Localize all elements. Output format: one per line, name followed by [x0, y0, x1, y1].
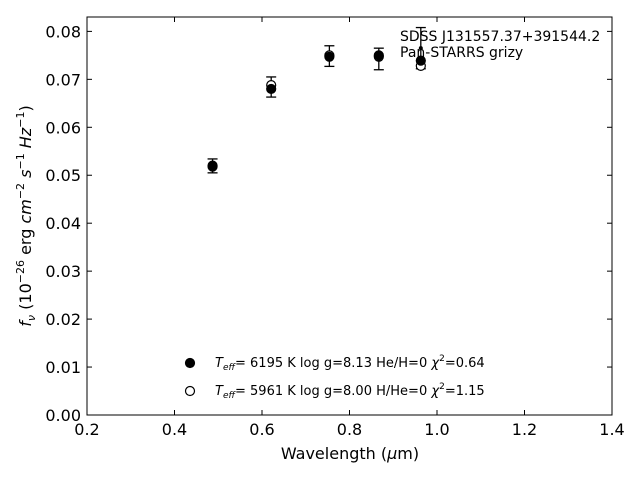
y-tick-label: 0.06 — [45, 118, 81, 137]
observed-point — [376, 57, 381, 62]
legend: Teff= 6195 K log g=8.13 He/H=0 χ2=0.64 T… — [184, 354, 485, 401]
legend-marker-filled — [184, 357, 196, 369]
x-tick-label: 0.6 — [249, 420, 274, 439]
y-tick-label: 0.01 — [45, 358, 81, 377]
x-tick-label: 1.2 — [512, 420, 537, 439]
observed-point — [327, 54, 332, 59]
x-tick-label: 0.2 — [74, 420, 99, 439]
x-tick-label: 0.4 — [162, 420, 187, 439]
y-tick-label: 0.08 — [45, 22, 81, 41]
observed-point — [418, 46, 423, 51]
y-tick-label: 0.04 — [45, 214, 81, 233]
observed-point — [210, 164, 215, 169]
x-axis-label: Wavelength (μm) — [281, 444, 419, 463]
annotation-line-1: SDSS J131557.37+391544.2 — [400, 29, 600, 45]
x-axis-ticks: 0.2 0.4 0.6 0.8 1.0 1.2 1.4 — [74, 17, 625, 439]
y-tick-label: 0.03 — [45, 262, 81, 281]
legend-entry-1: Teff= 6195 K log g=8.13 He/H=0 χ2=0.64 — [215, 354, 485, 373]
x-tick-label: 0.8 — [337, 420, 362, 439]
y-tick-label: 0.07 — [45, 70, 81, 89]
x-tick-label: 1.4 — [599, 420, 624, 439]
x-tick-label: 1.0 — [424, 420, 449, 439]
y-tick-label: 0.02 — [45, 310, 81, 329]
observed-point — [269, 85, 274, 90]
y-axis-label: fν (10−26 erg cm−2 s−1 Hz−1) — [14, 105, 38, 326]
y-tick-label: 0.05 — [45, 166, 81, 185]
annotation-line-2: Pan-STARRS grizy — [400, 45, 523, 61]
y-axis-ticks: 0.00 0.01 0.02 0.03 0.04 0.05 0.06 0.07 0.08 — [45, 22, 612, 425]
data-marks — [207, 26, 426, 174]
model-point-filled — [415, 55, 426, 66]
legend-marker-open — [184, 385, 196, 397]
legend-entry-2: Teff= 5961 K log g=8.00 H/He=0 χ2=1.15 — [215, 382, 485, 401]
y-tick-label: 0.00 — [45, 406, 81, 425]
